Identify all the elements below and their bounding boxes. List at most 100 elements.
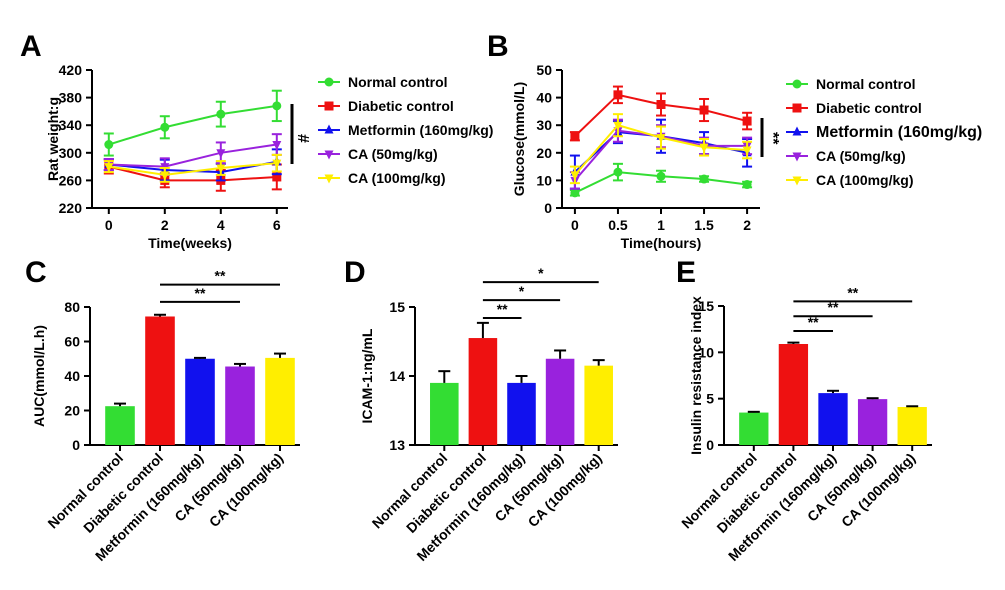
data-point bbox=[699, 105, 709, 115]
y-tick-label: 14 bbox=[389, 368, 405, 384]
data-point bbox=[272, 141, 282, 151]
data-point bbox=[613, 90, 623, 100]
y-tick-label: 380 bbox=[59, 90, 83, 106]
y-tick-label: 15 bbox=[698, 298, 714, 314]
data-point bbox=[570, 188, 580, 198]
bar bbox=[545, 358, 575, 445]
legend-marker bbox=[324, 174, 334, 184]
panel-letter: A bbox=[20, 30, 42, 63]
significance-label: # bbox=[294, 134, 311, 143]
legend-marker bbox=[792, 79, 802, 89]
data-point bbox=[656, 134, 666, 144]
data-point bbox=[216, 164, 226, 174]
legend-marker bbox=[324, 150, 334, 160]
panel-letter: B bbox=[487, 30, 509, 63]
bar bbox=[584, 365, 613, 445]
significance-label: ** bbox=[195, 285, 206, 301]
legend-marker bbox=[792, 103, 802, 113]
y-tick-label: 13 bbox=[389, 437, 405, 453]
x-tick-label: 0 bbox=[571, 217, 579, 233]
series-0 bbox=[103, 89, 282, 157]
legend-label: Diabetic control bbox=[348, 98, 454, 114]
y-tick-label: 30 bbox=[536, 117, 552, 133]
data-point bbox=[742, 180, 752, 190]
data-point bbox=[104, 163, 114, 173]
y-tick-label: 0 bbox=[706, 437, 714, 453]
data-point bbox=[272, 159, 282, 169]
data-point bbox=[613, 121, 623, 131]
y-tick-label: 15 bbox=[389, 299, 405, 315]
x-axis-label: Time(weeks) bbox=[148, 235, 232, 251]
bar bbox=[185, 358, 215, 445]
legend-label: CA (100mg/kg) bbox=[816, 172, 914, 188]
legend-marker bbox=[324, 77, 334, 87]
significance-label: ** bbox=[764, 132, 781, 145]
data-point bbox=[570, 131, 580, 141]
legend-label: CA (50mg/kg) bbox=[816, 148, 906, 164]
bar bbox=[105, 406, 135, 445]
y-axis-label: Insulin resistance index bbox=[688, 296, 704, 455]
significance-label: ** bbox=[808, 314, 819, 330]
significance-label: * bbox=[538, 265, 544, 281]
y-tick-label: 40 bbox=[536, 90, 552, 106]
series-line bbox=[108, 104, 277, 146]
x-tick-label: 2 bbox=[743, 217, 751, 233]
x-axis-label: Time(hours) bbox=[621, 235, 702, 251]
data-point bbox=[160, 171, 170, 181]
y-tick-label: 0 bbox=[544, 200, 552, 216]
panel-a: A 220 260 300 340 380 420 Rat weight:g 0 2 4 6 Time(… bbox=[20, 30, 493, 251]
y-tick-label: 20 bbox=[536, 145, 552, 161]
x-tick-label: 2 bbox=[161, 217, 169, 233]
bar bbox=[225, 366, 255, 445]
legend-label: Normal control bbox=[816, 76, 916, 92]
x-tick-label: 0.5 bbox=[608, 217, 628, 233]
y-tick-label: 60 bbox=[64, 334, 80, 350]
legend-label: Metformin (160mg/kg) bbox=[816, 124, 982, 141]
legend-label: CA (50mg/kg) bbox=[348, 146, 438, 162]
x-tick-label: 6 bbox=[273, 217, 281, 233]
legend-marker bbox=[792, 126, 802, 136]
data-point bbox=[613, 167, 623, 177]
y-tick-label: 80 bbox=[64, 299, 80, 315]
y-tick-label: 260 bbox=[59, 172, 83, 188]
y-axis-label: Rat weight:g bbox=[45, 97, 61, 181]
y-tick-label: 420 bbox=[59, 62, 83, 78]
legend-marker bbox=[324, 101, 334, 111]
legend-label: Diabetic control bbox=[816, 100, 922, 116]
y-tick-label: 220 bbox=[59, 200, 83, 216]
data-point bbox=[570, 171, 580, 181]
x-tick-label: 4 bbox=[217, 217, 225, 233]
series-1 bbox=[569, 85, 753, 142]
y-tick-label: 20 bbox=[64, 403, 80, 419]
significance-label: ** bbox=[847, 284, 858, 300]
category-label: CA (100mg/kg) bbox=[206, 450, 286, 530]
y-axis-label: AUC(mmol/L.h) bbox=[31, 325, 47, 427]
legend-label: CA (100mg/kg) bbox=[348, 170, 446, 186]
data-point bbox=[272, 172, 282, 182]
series-line bbox=[108, 143, 277, 168]
data-point bbox=[656, 171, 666, 181]
data-point bbox=[656, 100, 666, 109]
data-point bbox=[742, 146, 752, 156]
bar bbox=[778, 343, 809, 445]
series-3 bbox=[103, 133, 282, 176]
x-tick-label: 1 bbox=[657, 217, 665, 233]
y-tick-label: 300 bbox=[59, 145, 83, 161]
significance-label: * bbox=[519, 283, 525, 299]
series-line bbox=[108, 165, 277, 182]
data-point bbox=[699, 174, 709, 184]
bar bbox=[265, 357, 295, 445]
panel-letter: E bbox=[676, 256, 696, 289]
bar bbox=[507, 382, 536, 445]
significance-label: ** bbox=[828, 299, 839, 315]
y-tick-label: 10 bbox=[536, 172, 552, 188]
legend-marker bbox=[792, 176, 802, 186]
data-point bbox=[272, 101, 282, 111]
data-point bbox=[699, 143, 709, 153]
category-label: CA (50mg/kg) bbox=[804, 450, 879, 525]
panel-b: B 0 10 20 30 40 50 Glucose(mmol/L) 0 0.5 1 1.5 2 Time… bbox=[487, 30, 982, 251]
y-tick-label: 340 bbox=[59, 117, 83, 133]
bar bbox=[430, 382, 459, 445]
